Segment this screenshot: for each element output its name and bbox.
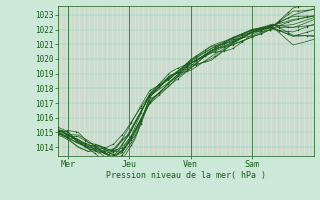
X-axis label: Pression niveau de la mer( hPa ): Pression niveau de la mer( hPa )	[106, 171, 266, 180]
